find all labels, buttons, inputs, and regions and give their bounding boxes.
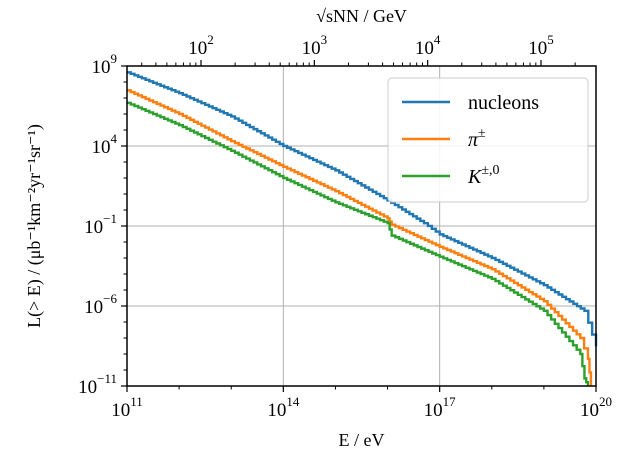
y-tick-base: 10 (92, 137, 111, 158)
x-tick-base: 10 (580, 400, 599, 421)
y-tick-label: 10−11 (78, 371, 117, 398)
y-tick-label: 109 (92, 51, 118, 78)
x-tick-label: 1011 (111, 394, 143, 421)
y-tick-exp: −11 (97, 371, 117, 386)
y-tick-label: 104 (92, 131, 118, 158)
top-tick-base: 10 (415, 38, 434, 59)
series-line-1 (127, 89, 593, 386)
top-tick-base: 10 (302, 38, 321, 59)
series-layer (127, 71, 598, 386)
legend-label-main: K (467, 166, 483, 188)
top-tick-label: 103 (302, 32, 328, 59)
top-tick-exp: 2 (207, 32, 214, 47)
legend-box (387, 77, 589, 203)
top-tick-label: 102 (188, 32, 214, 59)
y-tick-exp: 4 (111, 131, 118, 146)
top-tick-exp: 3 (321, 32, 328, 47)
y-tick-base: 10 (84, 217, 103, 238)
legend-label-main: π (468, 129, 479, 151)
labels: E / eV L(> E) / (μb⁻¹km⁻²yr⁻¹sr⁻¹) √sNN / … (24, 6, 407, 450)
x-axis-label: E / eV (339, 430, 385, 450)
x-tick-exp: 14 (286, 394, 300, 409)
x-tick-base: 10 (267, 400, 286, 421)
x-tick-label: 1017 (424, 394, 457, 421)
legend-label-sup: ± (478, 126, 486, 141)
x-tick-label: 1014 (267, 394, 300, 421)
y-tick-label: 10−6 (84, 291, 117, 318)
y-axis-label: L(> E) / (μb⁻¹km⁻²yr⁻¹sr⁻¹) (24, 124, 45, 328)
legend-label-name: nucleons (468, 92, 539, 114)
top-tick-base: 10 (188, 38, 207, 59)
y-tick-base: 10 (92, 57, 111, 78)
y-tick-base: 10 (84, 297, 103, 318)
legend-label: K±,0 (467, 163, 500, 188)
top-tick-label: 105 (528, 32, 554, 59)
legend-label: π± (468, 126, 486, 151)
y-tick-exp: 9 (111, 51, 118, 66)
x-tick-base: 10 (111, 400, 130, 421)
x-tick-exp: 17 (443, 394, 457, 409)
x-tick-label: 1020 (580, 394, 612, 421)
legend: nucleons π± K±,0 (387, 77, 589, 203)
x-tick-base: 10 (424, 400, 443, 421)
x-tick-exp: 20 (599, 394, 612, 409)
top-axis-label: √sNN / GeV (316, 6, 407, 26)
legend-label: nucleons (468, 92, 539, 114)
series-line-0 (127, 71, 598, 347)
y-tick-exp: −1 (103, 211, 117, 226)
top-tick-exp: 5 (547, 32, 554, 47)
legend-label-sup: ±,0 (481, 163, 499, 178)
top-tick-label: 104 (415, 32, 441, 59)
top-tick-base: 10 (528, 38, 547, 59)
y-tick-label: 10−1 (84, 211, 117, 238)
x-tick-exp: 11 (130, 394, 143, 409)
series-line-2 (127, 101, 590, 386)
top-tick-exp: 4 (434, 32, 441, 47)
y-tick-base: 10 (78, 377, 97, 398)
y-tick-exp: −6 (103, 291, 117, 306)
